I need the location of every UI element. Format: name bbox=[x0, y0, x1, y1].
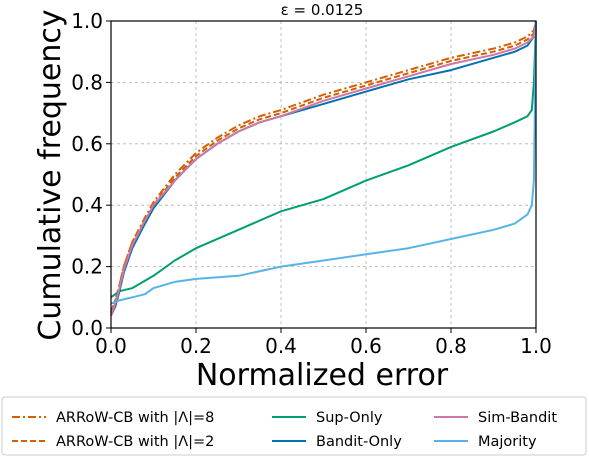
x-tick-label: 1.0 bbox=[520, 334, 552, 358]
series-line bbox=[110, 20, 537, 317]
chart-title: ε = 0.0125 bbox=[281, 1, 364, 19]
x-tick-label: 0.2 bbox=[180, 334, 212, 358]
x-tick-label: 0.8 bbox=[435, 334, 467, 358]
x-tick-label: 0.0 bbox=[95, 334, 127, 358]
series-line bbox=[110, 20, 537, 305]
grid-lines bbox=[111, 21, 536, 328]
x-tick-label: 0.6 bbox=[350, 334, 382, 358]
legend-label: Majority bbox=[478, 434, 537, 450]
legend-label: ARRoW-CB with |Λ|=8 bbox=[56, 410, 214, 426]
y-tick-label: 0.0 bbox=[71, 316, 103, 340]
series-line bbox=[110, 20, 537, 313]
y-tick-label: 0.8 bbox=[71, 70, 103, 94]
series-line bbox=[110, 20, 537, 313]
y-tick-label: 0.6 bbox=[71, 132, 103, 156]
legend-label: Sup-Only bbox=[316, 410, 383, 426]
legend-label: Sim-Bandit bbox=[478, 410, 557, 426]
y-tick-label: 1.0 bbox=[71, 9, 103, 33]
legend: ARRoW-CB with |Λ|=8 ARRoW-CB with |Λ|=2 Su… bbox=[1, 396, 587, 456]
axis-ticks: 0.0 0.2 0.4 0.6 0.8 1.0 0.0 0.2 0.4 0.6 0.8 1.0 bbox=[71, 9, 552, 358]
x-tick-label: 0.4 bbox=[265, 334, 297, 358]
y-tick-label: 0.2 bbox=[71, 255, 103, 279]
y-tick-label: 0.4 bbox=[71, 193, 103, 217]
series-line bbox=[110, 20, 537, 299]
series-line bbox=[110, 20, 537, 317]
series-lines bbox=[110, 20, 537, 317]
legend-label: ARRoW-CB with |Λ|=2 bbox=[56, 434, 214, 450]
legend-label: Bandit-Only bbox=[316, 434, 402, 450]
y-axis-label: Cumulative frequency bbox=[33, 9, 68, 340]
plot-area-frame bbox=[110, 20, 537, 329]
x-axis-label: Normalized error bbox=[196, 358, 449, 393]
